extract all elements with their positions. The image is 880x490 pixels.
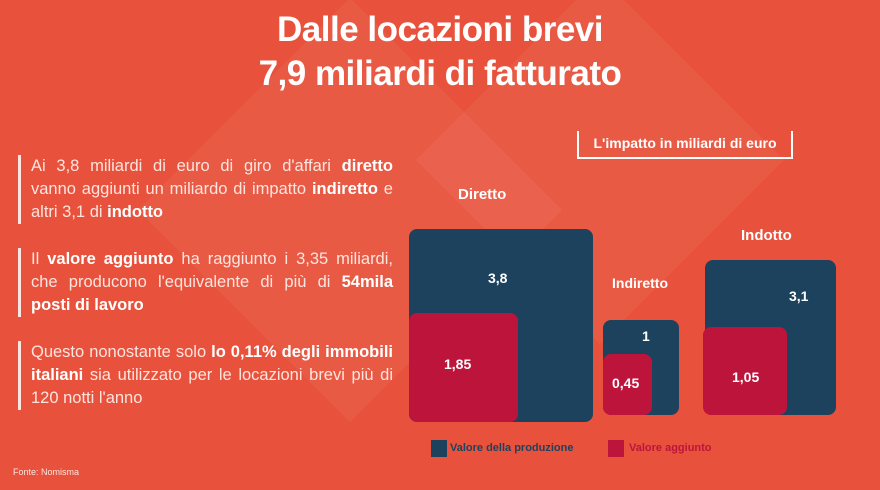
legend-label-produzione: Valore della produzione bbox=[450, 442, 574, 454]
value-indotto-aggiunto: 1,05 bbox=[732, 369, 760, 385]
paragraph-3: Questo nonostante solo lo 0,11% degli im… bbox=[18, 341, 393, 410]
bold-text: indiretto bbox=[311, 180, 378, 198]
value-diretto-produzione: 3,8 bbox=[488, 270, 508, 286]
value-diretto-aggiunto: 1,85 bbox=[444, 356, 472, 372]
bold-text: indotto bbox=[107, 203, 164, 221]
text: Ai 3,8 miliardi di euro di giro d'affari bbox=[31, 157, 342, 175]
square-indotto-aggiunto bbox=[703, 327, 787, 415]
category-label-indotto: Indotto bbox=[741, 227, 792, 244]
text: ha raggiunto i 3,35 miliardi, che produc… bbox=[31, 250, 393, 291]
value-indiretto-produzione: 1 bbox=[642, 328, 650, 344]
text: vanno aggiunti un miliardo di impatto bbox=[31, 180, 312, 198]
source-note: Fonte: Nomisma bbox=[13, 467, 80, 477]
text: Questo nonostante solo bbox=[31, 343, 212, 361]
text: Il bbox=[31, 250, 48, 268]
paragraph-2: Il valore aggiunto ha raggiunto i 3,35 m… bbox=[18, 248, 393, 317]
chart-title: L'impatto in miliardi di euro bbox=[577, 131, 793, 159]
paragraph-1: Ai 3,8 miliardi di euro di giro d'affari… bbox=[18, 155, 393, 224]
value-indiretto-aggiunto: 0,45 bbox=[612, 375, 640, 391]
category-label-indiretto: Indiretto bbox=[612, 275, 668, 291]
bold-text: valore aggiunto bbox=[47, 250, 174, 268]
legend-swatch-produzione bbox=[431, 440, 447, 457]
value-indotto-produzione: 3,1 bbox=[789, 288, 809, 304]
legend-label-aggiunto: Valore aggiunto bbox=[629, 442, 712, 454]
title-line-2: 7,9 miliardi di fatturato bbox=[258, 54, 622, 93]
bold-text: lo 0,11% degli immobili italiani bbox=[31, 343, 393, 384]
title-line-1: Dalle locazioni brevi bbox=[277, 10, 604, 49]
bold-text: diretto bbox=[341, 157, 393, 175]
square-diretto-aggiunto bbox=[409, 313, 518, 422]
page-title: Dalle locazioni brevi 7,9 miliardi di fa… bbox=[0, 8, 880, 96]
text: e altri 3,1 di bbox=[31, 180, 393, 221]
text: sia utilizzato per le locazioni brevi pi… bbox=[31, 366, 393, 407]
legend-swatch-aggiunto bbox=[608, 440, 624, 457]
bold-text: 54mila posti di lavoro bbox=[31, 273, 393, 314]
category-label-diretto: Diretto bbox=[458, 186, 507, 203]
square-indiretto-aggiunto bbox=[603, 354, 652, 415]
